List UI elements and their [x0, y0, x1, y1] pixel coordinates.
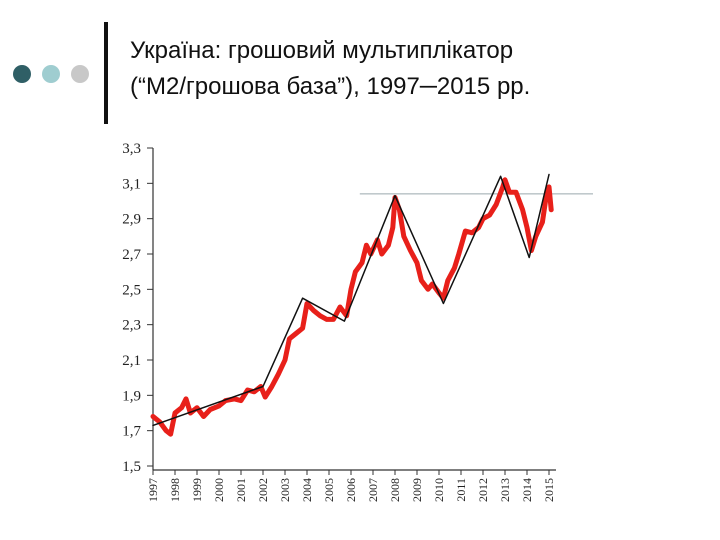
y-tick-label: 1,9 — [122, 388, 141, 404]
title-bar — [104, 22, 108, 124]
x-tick-label: 1997 — [146, 478, 160, 502]
y-tick-label: 2,3 — [122, 318, 141, 334]
x-tick-label: 2002 — [256, 478, 270, 502]
x-tick-label: 2008 — [388, 478, 402, 502]
x-tick-label: 2015 — [542, 478, 556, 502]
x-tick-label: 2012 — [476, 478, 490, 502]
y-tick-label: 2,1 — [122, 353, 141, 369]
x-tick-label: 2010 — [432, 478, 446, 502]
x-tick-label: 1998 — [168, 478, 182, 502]
y-tick-label: 2,9 — [122, 212, 141, 228]
x-tick-label: 2004 — [300, 478, 314, 502]
bullet-dot — [42, 65, 60, 83]
x-tick-label: 2014 — [520, 478, 534, 502]
x-tick-label: 2006 — [344, 478, 358, 502]
y-tick-label: 3,3 — [122, 141, 141, 157]
data-line — [150, 177, 554, 437]
title-line: Україна: грошовий мультиплікатор — [130, 37, 513, 64]
bullet-dot — [71, 65, 89, 83]
y-tick-label: 1,5 — [122, 459, 141, 475]
y-tick-label: 2,5 — [122, 282, 141, 298]
x-tick-label: 1999 — [190, 478, 204, 502]
x-tick-label: 2000 — [212, 478, 226, 502]
x-tick-label: 2001 — [234, 478, 248, 502]
y-tick-label: 1,7 — [122, 424, 141, 440]
title-line: (“М2/грошова база”), 1997─2015 рр. — [130, 73, 530, 100]
bullet-dot — [13, 65, 31, 83]
x-tick-label: 2007 — [366, 478, 380, 502]
y-tick-label: 3,1 — [122, 176, 141, 192]
x-tick-label: 2009 — [410, 478, 424, 502]
x-tick-label: 2005 — [322, 478, 336, 502]
y-tick-label: 2,7 — [122, 247, 141, 263]
x-tick-label: 2013 — [498, 478, 512, 502]
x-tick-label: 2011 — [454, 478, 468, 502]
data-line — [152, 173, 550, 427]
x-tick-label: 2003 — [278, 478, 292, 502]
